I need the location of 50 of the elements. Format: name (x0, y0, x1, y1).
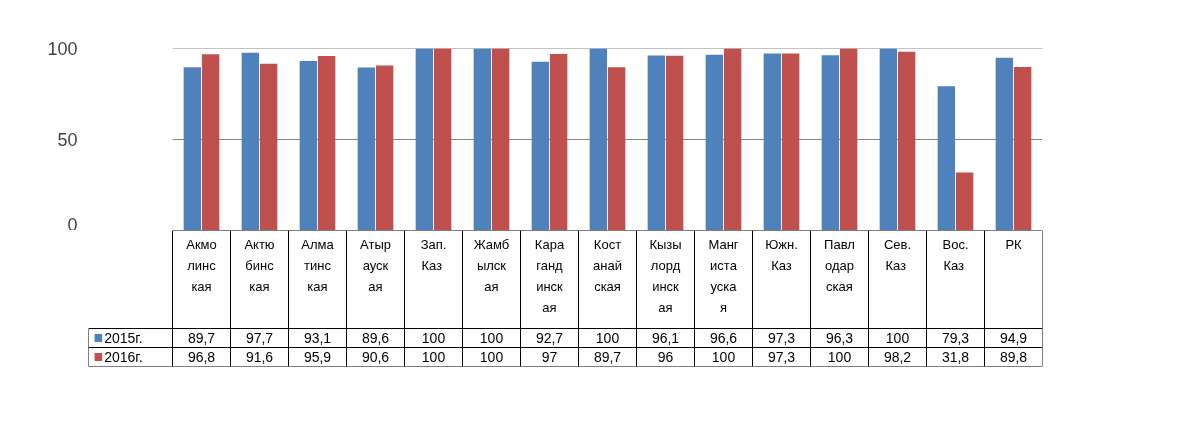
x-tick-label: Сев. Каз (883, 236, 912, 273)
data-label: 89,7 (187, 330, 216, 346)
x-tick-label: Атырауская (360, 236, 391, 294)
data-label: 100 (595, 330, 620, 346)
data-label: 90,6 (361, 349, 390, 365)
data-label: 91,6 (245, 349, 274, 365)
x-tick-label: Вос. Каз (942, 236, 969, 273)
x-tick-label: Мангистауская (708, 236, 739, 315)
data-label: 100 (885, 330, 910, 346)
data-label: 96,8 (187, 349, 216, 365)
legend-label: 2016г. (104, 349, 143, 365)
data-label: 96,1 (651, 330, 680, 346)
data-label: 100 (421, 349, 446, 365)
x-tick-label: Алматинская (301, 236, 335, 294)
x-tick-label: Павлодарская (824, 236, 855, 294)
y-tick-label: 100 (47, 39, 78, 59)
data-label: 100 (479, 330, 504, 346)
x-tick-label: РК (1005, 236, 1023, 252)
data-label: 97 (541, 349, 558, 365)
data-label: 95,9 (303, 349, 332, 365)
x-tick-label: Жамбылская (473, 236, 510, 294)
data-label: 93,1 (303, 330, 332, 346)
data-label: 89,7 (593, 349, 622, 365)
data-label: 96 (657, 349, 674, 365)
x-tick-label: Актюбинская (244, 236, 275, 294)
data-label: 92,7 (535, 330, 564, 346)
data-label: 31,8 (941, 349, 970, 365)
x-tick-label: Акмолинская (186, 236, 217, 294)
x-tick-label: Кызылординская (649, 236, 682, 315)
data-label: 89,8 (999, 349, 1028, 365)
data-label: 100 (479, 349, 504, 365)
y-tick-label: 50 (57, 130, 78, 150)
data-label: 97,3 (767, 330, 796, 346)
data-label: 96,6 (709, 330, 738, 346)
data-label: 79,3 (941, 330, 970, 346)
data-label: 97,3 (767, 349, 796, 365)
data-label: 98,2 (883, 349, 912, 365)
x-tick-label: Южн.Каз (765, 236, 798, 273)
data-label: 97,7 (245, 330, 274, 346)
x-tick-label: Карагандинская (534, 236, 565, 315)
x-tick-label: Костанайская (593, 236, 622, 294)
data-label: 100 (421, 330, 446, 346)
data-label: 100 (827, 349, 852, 365)
data-label: 89,6 (361, 330, 390, 346)
x-tick-label: Зап. Каз (420, 236, 447, 273)
y-tick-label: 0 (67, 214, 78, 235)
data-label: 96,3 (825, 330, 854, 346)
data-label: 100 (711, 349, 736, 365)
data-label: 94,9 (999, 330, 1028, 346)
legend-label: 2015г. (104, 330, 143, 346)
